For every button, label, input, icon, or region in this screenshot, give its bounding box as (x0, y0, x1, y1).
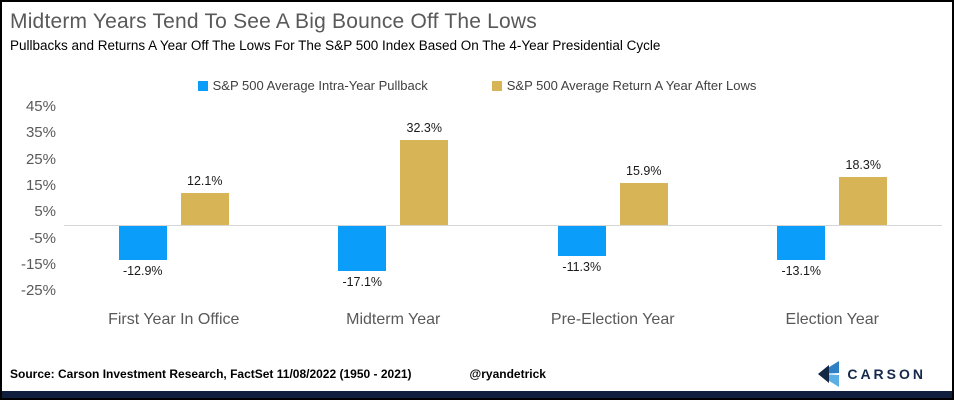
pullback-value-label: -11.3% (562, 259, 602, 274)
y-tick-label: 15% (25, 176, 56, 194)
category-label: Midterm Year (346, 311, 441, 328)
pullback-bar (338, 226, 387, 271)
legend-swatch-return (491, 80, 502, 91)
bar-group: -11.3% 15.9% Pre-Election Year (503, 97, 723, 329)
category-label: Pre-Election Year (550, 311, 675, 328)
category-label: First Year In Office (108, 311, 240, 328)
source-text: Source: Carson Investment Research, Fact… (10, 367, 412, 381)
zero-axis-line (64, 225, 942, 226)
y-tick-label: -25% (20, 282, 56, 300)
bar-groups: -12.9% 12.1% First Year In Office -17.1% 32.… (64, 97, 942, 329)
footer: Source: Carson Investment Research, Fact… (2, 360, 952, 388)
legend-label-pullback: S&P 500 Average Intra-Year Pullback (212, 78, 428, 93)
chart-subtitle: Pullbacks and Returns A Year Off The Low… (10, 38, 661, 53)
legend-item-pullback: S&P 500 Average Intra-Year Pullback (197, 78, 428, 93)
return-bar (180, 193, 229, 225)
legend-swatch-pullback (197, 80, 208, 91)
y-tick-label: 45% (25, 98, 56, 115)
y-tick-label: 25% (25, 150, 56, 168)
carson-logo: CARSON (816, 360, 926, 388)
y-axis: 45% 35% 25% 15% 5% -5% -15% -25% (10, 97, 56, 329)
pullback-value-label: -12.9% (122, 263, 163, 278)
pullback-bar (777, 226, 826, 261)
legend-item-return: S&P 500 Average Return A Year After Lows (491, 78, 757, 93)
bar-group: -13.1% 18.3% Election Year (723, 97, 943, 329)
y-tick-label: 35% (25, 124, 56, 142)
category-label: Election Year (785, 311, 879, 328)
y-tick-label: 5% (34, 203, 56, 221)
chart-title: Midterm Years Tend To See A Big Bounce O… (10, 10, 537, 33)
bottom-navy-bar (2, 391, 952, 398)
return-value-label: 32.3% (406, 121, 442, 136)
y-tick-label: -15% (20, 255, 56, 273)
return-value-label: 12.1% (187, 174, 223, 189)
return-bar (619, 183, 668, 225)
header: Midterm Years Tend To See A Big Bounce O… (2, 2, 952, 55)
pullback-bar (557, 226, 606, 256)
legend: S&P 500 Average Intra-Year Pullback S&P … (2, 78, 952, 93)
return-value-label: 15.9% (626, 164, 662, 179)
y-tick-label: -5% (29, 229, 56, 247)
bar-group: -12.9% 12.1% First Year In Office (64, 97, 284, 329)
bar-group: -17.1% 32.3% Midterm Year (284, 97, 504, 329)
pullback-value-label: -17.1% (342, 274, 383, 289)
return-bar (400, 140, 449, 225)
return-value-label: 18.3% (845, 157, 881, 172)
carson-chevron-icon (818, 361, 840, 387)
legend-label-return: S&P 500 Average Return A Year After Lows (506, 78, 757, 93)
pullback-bar (118, 226, 167, 260)
bar-chart: 45% 35% 25% 15% 5% -5% -15% -25% -12.9% 12.1% Fir… (10, 97, 942, 329)
return-bar (839, 176, 888, 225)
pullback-value-label: -13.1% (781, 264, 822, 279)
carson-wordmark: CARSON (847, 366, 926, 382)
twitter-handle: @ryandetrick (469, 367, 546, 381)
